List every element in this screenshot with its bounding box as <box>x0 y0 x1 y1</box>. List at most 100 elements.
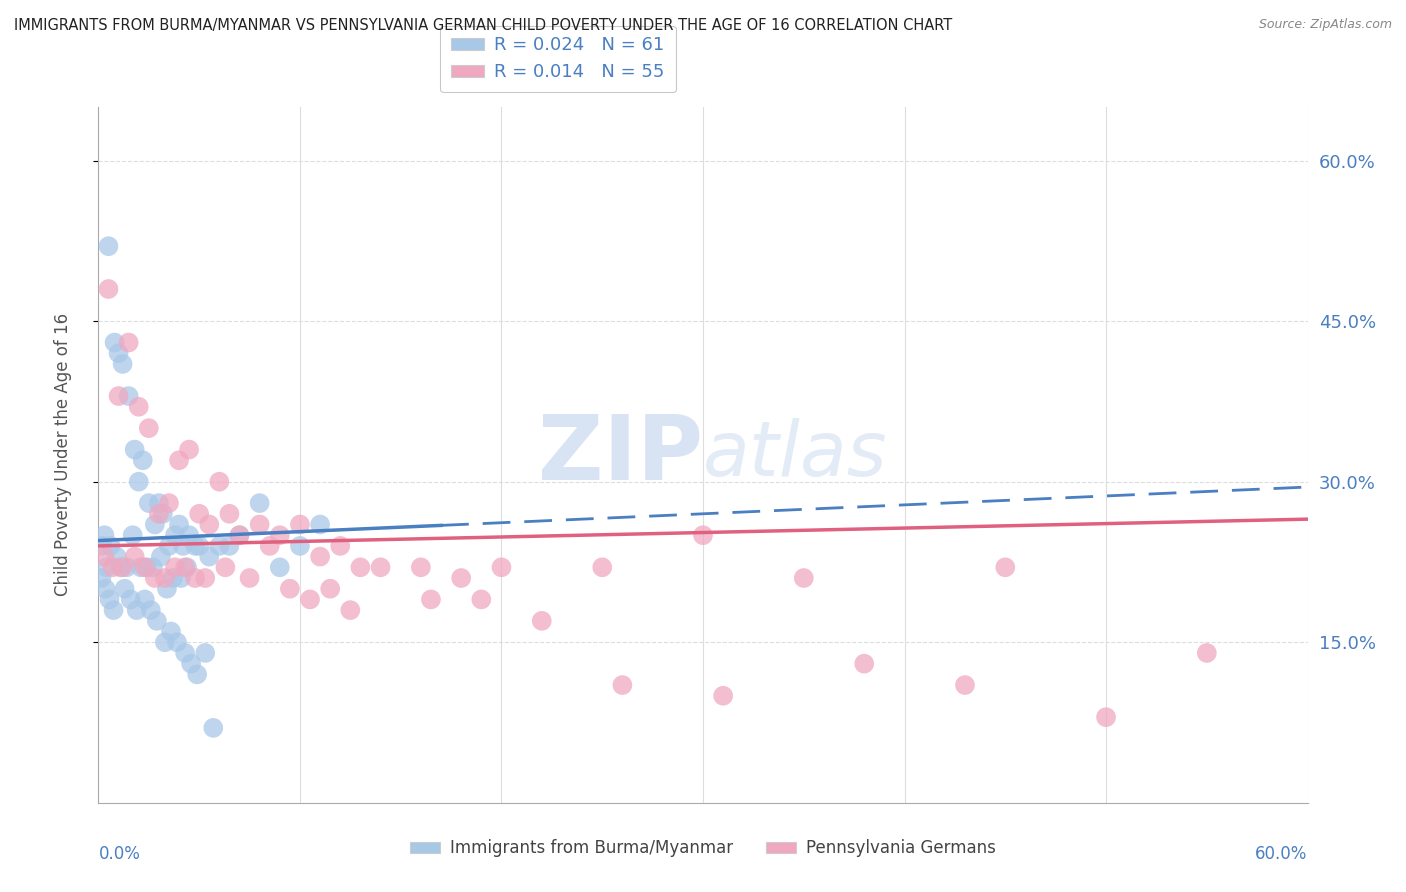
Point <box>186 667 208 681</box>
Y-axis label: Child Poverty Under the Age of 16: Child Poverty Under the Age of 16 <box>53 313 72 597</box>
Point <box>194 646 217 660</box>
Point <box>218 539 240 553</box>
Point <box>953 678 976 692</box>
Point <box>269 560 291 574</box>
Point <box>110 560 132 574</box>
Point <box>214 560 236 574</box>
Point <box>180 657 202 671</box>
Point <box>93 528 115 542</box>
Point <box>142 560 165 574</box>
Point <box>179 442 201 457</box>
Point <box>128 400 150 414</box>
Point <box>370 560 392 574</box>
Point <box>319 582 342 596</box>
Point <box>202 721 225 735</box>
Point <box>349 560 371 574</box>
Point <box>269 528 291 542</box>
Point <box>299 592 322 607</box>
Point <box>107 389 129 403</box>
Point <box>101 560 124 574</box>
Point <box>124 549 146 564</box>
Point <box>135 560 157 574</box>
Point <box>163 528 186 542</box>
Legend: Immigrants from Burma/Myanmar, Pennsylvania Germans: Immigrants from Burma/Myanmar, Pennsylva… <box>404 833 1002 864</box>
Point <box>98 592 121 607</box>
Point <box>148 507 170 521</box>
Point <box>97 239 120 253</box>
Point <box>450 571 472 585</box>
Point <box>156 582 179 596</box>
Point <box>278 582 301 596</box>
Point <box>132 453 155 467</box>
Point <box>100 539 122 553</box>
Point <box>420 592 443 607</box>
Point <box>118 335 141 350</box>
Point <box>188 539 211 553</box>
Point <box>166 635 188 649</box>
Point <box>184 571 207 585</box>
Point <box>259 539 281 553</box>
Point <box>692 528 714 542</box>
Point <box>329 539 352 553</box>
Point <box>309 549 332 564</box>
Point <box>184 539 207 553</box>
Point <box>188 507 211 521</box>
Point <box>146 614 169 628</box>
Point <box>194 571 217 585</box>
Point <box>97 282 120 296</box>
Point <box>120 592 142 607</box>
Point <box>125 603 148 617</box>
Point <box>218 507 240 521</box>
Point <box>105 549 128 564</box>
Point <box>409 560 432 574</box>
Point <box>152 507 174 521</box>
Point <box>288 517 311 532</box>
Point <box>138 496 160 510</box>
Point <box>208 475 231 489</box>
Point <box>167 517 190 532</box>
Point <box>198 517 221 532</box>
Point <box>711 689 734 703</box>
Point <box>309 517 332 532</box>
Point <box>90 571 112 585</box>
Point <box>160 624 183 639</box>
Point <box>96 560 118 574</box>
Point <box>994 560 1017 574</box>
Point <box>124 442 146 457</box>
Point <box>121 528 143 542</box>
Point <box>167 453 190 467</box>
Point <box>853 657 876 671</box>
Point <box>153 571 176 585</box>
Point <box>94 582 117 596</box>
Text: ZIP: ZIP <box>538 411 703 499</box>
Point <box>139 603 162 617</box>
Point <box>143 517 166 532</box>
Point <box>1195 646 1218 660</box>
Point <box>149 549 172 564</box>
Point <box>470 592 492 607</box>
Point <box>339 603 361 617</box>
Point <box>176 560 198 574</box>
Point <box>111 357 134 371</box>
Point <box>93 549 115 564</box>
Point <box>163 560 186 574</box>
Point <box>198 549 221 564</box>
Text: IMMIGRANTS FROM BURMA/MYANMAR VS PENNSYLVANIA GERMAN CHILD POVERTY UNDER THE AGE: IMMIGRANTS FROM BURMA/MYANMAR VS PENNSYL… <box>14 18 952 33</box>
Point <box>1095 710 1118 724</box>
Text: atlas: atlas <box>703 418 887 491</box>
Point <box>107 346 129 360</box>
Point <box>491 560 513 574</box>
Point <box>228 528 250 542</box>
Point <box>172 539 194 553</box>
Point <box>249 496 271 510</box>
Text: Source: ZipAtlas.com: Source: ZipAtlas.com <box>1258 18 1392 31</box>
Point <box>239 571 262 585</box>
Text: 0.0%: 0.0% <box>98 845 141 863</box>
Point <box>170 571 193 585</box>
Point <box>91 539 114 553</box>
Point <box>793 571 815 585</box>
Point <box>114 582 136 596</box>
Point <box>249 517 271 532</box>
Point <box>162 571 184 585</box>
Point <box>612 678 634 692</box>
